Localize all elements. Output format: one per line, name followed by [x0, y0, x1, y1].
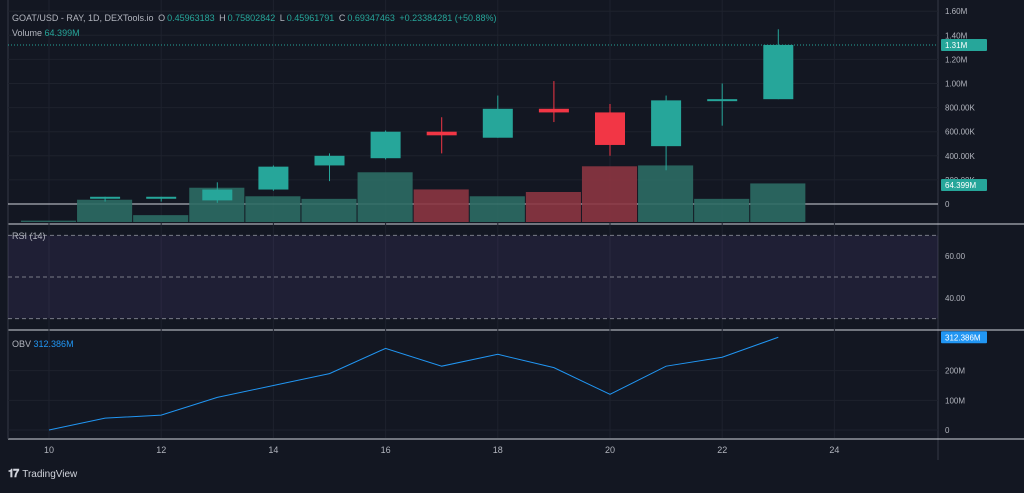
volume-bar: [525, 192, 581, 222]
volume-bar: [301, 198, 357, 222]
price-tick-label: 1.60M: [945, 7, 968, 16]
price-tick-label: 400.00K: [945, 152, 975, 161]
time-tick-label: 10: [44, 445, 54, 455]
obv-tick-label: 200M: [945, 367, 965, 376]
price-tick-label: 1.20M: [945, 55, 968, 64]
price-tick-label: 600.00K: [945, 128, 975, 137]
rsi-tick-label: 40.00: [945, 294, 966, 303]
low-key: L: [279, 13, 285, 23]
volume-bars: [20, 165, 806, 222]
obv-tick-label: 100M: [945, 396, 965, 405]
volume-value: 64.399M: [44, 28, 80, 38]
tradingview-logo[interactable]: 𝟏𝟕 TradingView: [8, 468, 77, 481]
time-tick-label: 18: [493, 445, 503, 455]
volume-bar: [581, 166, 638, 222]
volume-bar: [750, 183, 806, 222]
volume-badge-bg: [941, 179, 987, 191]
price-tick-label: 1.40M: [945, 31, 968, 40]
candle-body: [202, 189, 233, 201]
rsi-pane: [8, 234, 938, 320]
candle-body: [651, 100, 682, 147]
tradingview-wordmark: TradingView: [22, 469, 78, 480]
time-tick-label: 24: [829, 445, 839, 455]
volume-badge: 64.399M: [945, 181, 976, 190]
price-tick-label: 1.00M: [945, 80, 968, 89]
time-tick-label: 16: [381, 445, 391, 455]
volume-bar: [357, 172, 413, 222]
candles: [90, 29, 794, 203]
obv-legend[interactable]: OBV 312.386M: [12, 339, 74, 349]
close-key: C: [338, 13, 346, 23]
rsi-tick-label: 60.00: [945, 252, 966, 261]
volume-bar: [638, 165, 694, 222]
candle-body: [90, 196, 121, 199]
candle-body: [595, 112, 625, 145]
obv-tick-label: 0: [945, 426, 950, 435]
last-price-badge-bg: [941, 38, 987, 51]
tradingview-icon: 𝟏𝟕: [8, 468, 19, 480]
price-axis[interactable]: 0200.00K400.00K600.00K800.00K1.00M1.20M1…: [941, 7, 987, 435]
time-tick-label: 14: [268, 445, 278, 455]
candle-body: [763, 44, 794, 100]
candle-body: [146, 196, 177, 199]
candle-body: [707, 99, 738, 102]
obv-label: OBV: [12, 339, 32, 349]
last-price-badge: 1.31M: [945, 41, 968, 50]
candle-body: [258, 166, 289, 190]
time-tick-label: 12: [156, 445, 166, 455]
price-tick-label: 0: [945, 200, 950, 209]
volume-bar: [20, 220, 77, 222]
candle-body: [370, 131, 401, 159]
candle-body: [426, 131, 457, 136]
volume-bar: [77, 199, 133, 222]
open-key: O: [158, 13, 166, 23]
time-tick-label: 20: [605, 445, 615, 455]
volume-bar: [245, 196, 301, 222]
volume-label: Volume: [12, 28, 43, 38]
volume-bar: [694, 198, 750, 222]
volume-bar: [469, 196, 525, 222]
obv-badge: 312.386M: [945, 333, 981, 342]
volume-bar: [133, 215, 189, 222]
open-value: 0.45963183: [167, 13, 215, 23]
high-value: 0.75802842: [227, 13, 276, 23]
volume-legend[interactable]: Volume 64.399M: [12, 28, 80, 38]
candle-body: [314, 155, 345, 166]
close-value: 0.69347463: [347, 13, 395, 23]
symbol-label[interactable]: GOAT/USD - RAY, 1D, DEXTools.io: [12, 13, 154, 23]
obv-pane: [48, 336, 779, 431]
obv-line: [48, 336, 779, 431]
time-axis[interactable]: 10 12 14 16 18 20 22 24: [44, 445, 839, 455]
change-value: +0.23384281 (+50.88%): [399, 13, 497, 23]
price-tick-label: 800.00K: [945, 104, 975, 113]
rsi-label: RSI (14): [12, 231, 46, 241]
high-key: H: [219, 13, 226, 23]
candle-body: [538, 108, 569, 113]
ohlc-legend: GOAT/USD - RAY, 1D, DEXTools.io O 0.45963…: [12, 13, 499, 23]
obv-badge-bg: [941, 331, 987, 344]
obv-value: 312.386M: [33, 339, 74, 349]
volume-bar: [413, 189, 469, 222]
low-value: 0.45961791: [286, 13, 335, 23]
candle-body: [482, 108, 513, 138]
rsi-legend[interactable]: RSI (14): [12, 231, 46, 241]
time-tick-label: 22: [717, 445, 727, 455]
